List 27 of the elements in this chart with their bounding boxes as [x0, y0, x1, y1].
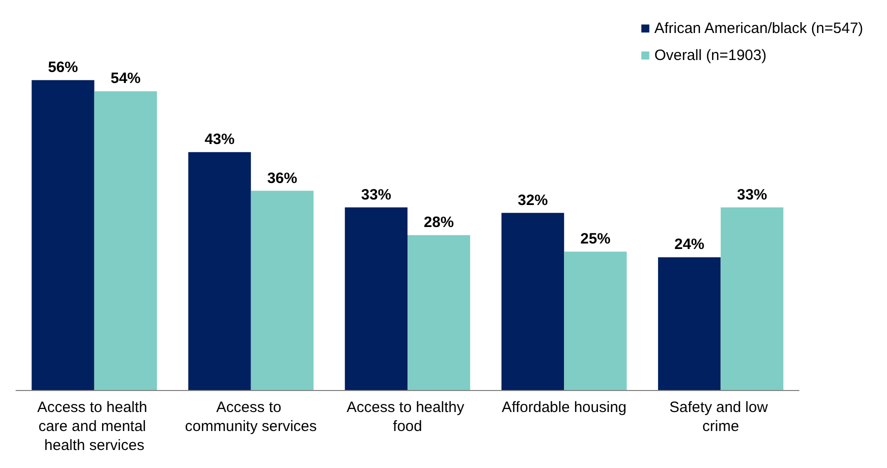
- data-label: 33%: [737, 186, 768, 204]
- bar: [94, 91, 157, 390]
- data-label: 32%: [518, 192, 548, 209]
- data-label: 33%: [361, 186, 392, 204]
- bar: [658, 257, 721, 390]
- data-label: 43%: [204, 131, 235, 148]
- x-tick-label: Access to health care and mental health services: [37, 399, 152, 454]
- legend-label: African American/black (n=547): [654, 20, 864, 37]
- data-label: 56%: [48, 59, 78, 76]
- data-label: 54%: [110, 70, 141, 88]
- bar: [32, 80, 94, 390]
- x-tick-label: Safety and low crime: [669, 399, 772, 435]
- data-label: 36%: [267, 170, 298, 187]
- x-tick-label: Affordable housing: [502, 399, 627, 416]
- bar: [188, 152, 251, 390]
- data-label: 24%: [674, 236, 704, 254]
- x-tick-label: Access to healthy food: [346, 399, 468, 435]
- bar: [564, 252, 627, 390]
- bar: [501, 212, 564, 390]
- bar: [250, 190, 314, 390]
- data-label: 28%: [424, 214, 454, 232]
- bar: [720, 207, 784, 390]
- bar: [408, 235, 470, 390]
- data-label: 25%: [580, 230, 610, 248]
- bar: [344, 207, 408, 390]
- legend-label: Overall (n=1903): [654, 47, 766, 64]
- x-tick-label: Access to community services: [185, 399, 317, 435]
